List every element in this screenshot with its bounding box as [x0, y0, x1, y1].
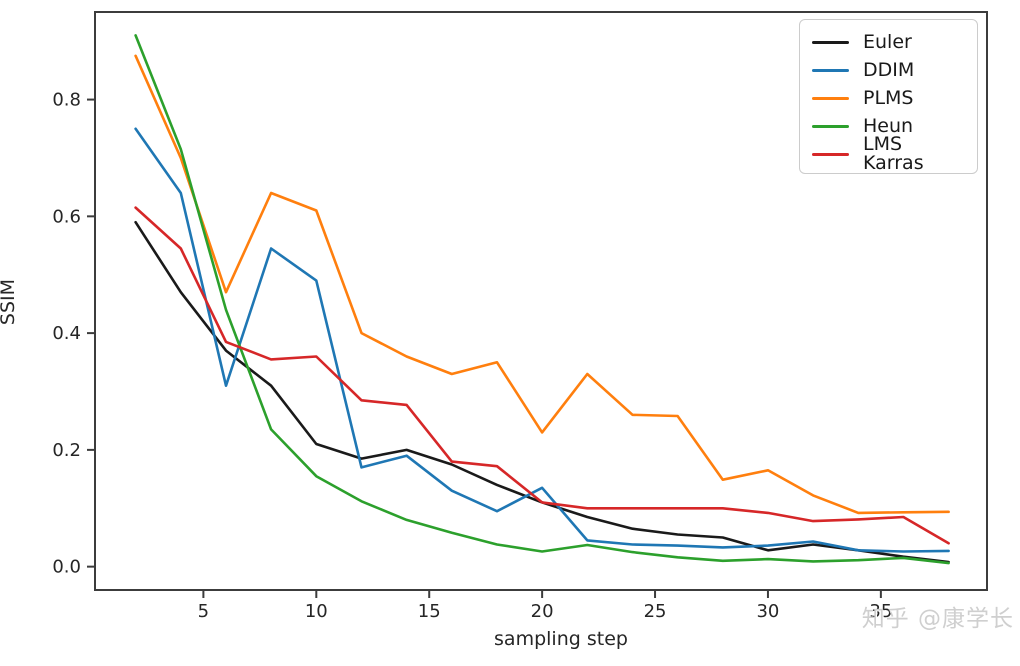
- series-line-heun: [134, 34, 950, 565]
- legend-swatch-euler: [812, 40, 849, 44]
- x-tick-label: 35: [869, 601, 892, 622]
- legend-swatch-plms: [812, 96, 849, 100]
- legend-item-plms: PLMS: [812, 85, 965, 111]
- y-tick-label: 0.6: [52, 206, 81, 227]
- legend-label: DDIM: [863, 58, 915, 81]
- legend-item-heun: Heun: [812, 113, 965, 139]
- legend-item-euler: Euler: [812, 29, 965, 55]
- x-tick-label: 10: [305, 601, 328, 622]
- y-axis-label: SSIM: [0, 278, 19, 326]
- y-tick-label: 0.0: [52, 557, 81, 578]
- legend: Euler DDIM PLMS Heun LMS Karras: [799, 19, 978, 174]
- legend-item-lms-karras: LMS Karras: [812, 135, 965, 173]
- legend-swatch-heun: [812, 124, 849, 128]
- y-tick-label: 0.8: [52, 90, 81, 111]
- x-tick-label: 30: [756, 601, 779, 622]
- legend-swatch-ddim: [812, 68, 849, 72]
- legend-swatch-lms-karras: [812, 152, 849, 156]
- y-tick-label: 0.2: [52, 440, 81, 461]
- plot-border: [94, 11, 988, 591]
- legend-label: Euler: [863, 30, 912, 53]
- x-tick-label: 15: [418, 601, 441, 622]
- legend-label: Heun: [863, 114, 914, 137]
- legend-label: PLMS: [863, 86, 914, 109]
- legend-label: LMS Karras: [863, 133, 924, 174]
- y-tick-label: 0.4: [52, 323, 81, 344]
- x-tick-label: 5: [198, 601, 209, 622]
- series-line-lms-karras: [134, 206, 950, 545]
- x-tick-label: 25: [644, 601, 667, 622]
- x-axis-label: sampling step: [494, 628, 628, 650]
- legend-item-ddim: DDIM: [812, 57, 965, 83]
- series-line-ddim: [134, 127, 950, 553]
- x-tick-label: 20: [531, 601, 554, 622]
- series-line-plms: [134, 54, 950, 515]
